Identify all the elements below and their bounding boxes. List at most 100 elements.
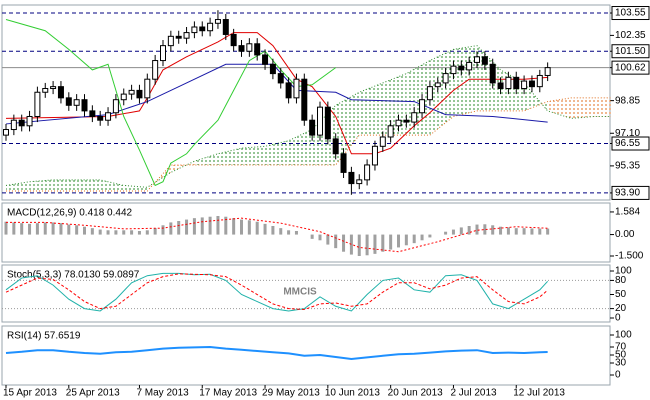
candle-body	[246, 43, 253, 52]
bar	[4, 221, 8, 235]
cloud	[241, 146, 266, 165]
bar	[334, 234, 338, 249]
candle-body	[474, 56, 480, 63]
y-tick-label: 95.35	[615, 161, 640, 172]
bar	[326, 234, 330, 245]
y-tick-label: 100	[615, 330, 632, 341]
candle-body	[10, 119, 17, 131]
y-tick-label: 102.35	[615, 30, 646, 41]
candle-body	[128, 89, 135, 95]
bar	[357, 234, 361, 256]
bar	[546, 228, 550, 235]
candle-body	[528, 80, 535, 88]
cloud	[100, 179, 124, 192]
x-tick-label: 10 Jun 2013	[325, 388, 380, 399]
tick-box	[611, 44, 650, 59]
candle-body	[3, 129, 9, 136]
candle-body	[332, 138, 339, 155]
cloud	[524, 82, 548, 111]
candle-body	[348, 171, 355, 185]
bar	[499, 226, 503, 235]
x-tick-label: 20 Jun 2013	[388, 388, 443, 399]
bar	[59, 223, 63, 235]
candle-body	[277, 73, 284, 84]
candle-body	[191, 26, 198, 34]
bar	[90, 228, 94, 235]
cloud	[453, 45, 477, 117]
tick-box	[611, 60, 650, 75]
candle-body	[497, 82, 504, 90]
panel-title: MACD(12,26,9) 0.418 0.442	[7, 208, 133, 219]
candle-body	[309, 119, 316, 136]
candle-body	[466, 61, 473, 71]
bar	[428, 234, 432, 238]
candle-body	[199, 26, 206, 32]
bar	[538, 228, 542, 235]
candle-body	[536, 74, 543, 88]
bar	[192, 218, 196, 235]
y-tick-label: 93.90	[615, 188, 640, 199]
bar	[522, 228, 526, 235]
bar	[216, 216, 220, 235]
y-tick-label: 101.50	[615, 46, 646, 57]
bar	[83, 226, 86, 235]
bar	[365, 234, 369, 256]
candle-body	[395, 119, 402, 127]
bar	[153, 228, 157, 235]
cloud	[547, 97, 572, 119]
bar	[20, 223, 24, 235]
indicator-line	[5, 345, 548, 361]
bar	[349, 234, 353, 255]
candle-body	[356, 179, 363, 185]
candle-body	[214, 19, 221, 24]
y-tick-label: 0	[615, 313, 621, 324]
panel-title: RSI(14) 57.6519	[7, 331, 81, 342]
candle-body	[136, 89, 143, 99]
x-tick-label: 2 Jul 2013	[450, 388, 497, 399]
bar	[247, 220, 251, 235]
candle-body	[513, 76, 520, 90]
cloud	[359, 82, 383, 136]
bar	[185, 219, 189, 235]
bar	[75, 225, 79, 235]
y-tick-label: 0	[615, 370, 621, 381]
bar	[404, 234, 408, 246]
y-tick-label: -1.500	[615, 251, 644, 262]
candle-body	[57, 86, 64, 99]
y-tick-label: 1.584	[615, 207, 640, 218]
y-tick-label: 100.62	[615, 62, 646, 73]
bar	[12, 222, 16, 235]
span-b	[6, 97, 611, 192]
bar	[177, 221, 181, 235]
bar	[200, 217, 204, 235]
indicator-line	[5, 272, 549, 312]
candle-body	[458, 65, 465, 71]
bar	[381, 234, 385, 252]
candle-body	[167, 35, 174, 47]
bar	[28, 223, 32, 235]
cloud	[29, 179, 54, 192]
bar	[145, 230, 149, 235]
indicator-line	[5, 19, 336, 187]
bar	[67, 224, 71, 235]
bar	[483, 224, 487, 235]
bar	[287, 230, 291, 235]
tick-box	[611, 136, 650, 151]
candle-body	[160, 45, 166, 62]
bar	[412, 234, 416, 244]
bar	[294, 231, 298, 235]
candle-body	[293, 78, 300, 99]
cloud	[6, 181, 30, 192]
candle-body	[89, 110, 96, 117]
bar	[208, 216, 212, 235]
bar	[106, 230, 110, 235]
bar	[137, 231, 141, 235]
candle-body	[238, 45, 245, 52]
x-tick-label: 17 May 2013	[199, 388, 257, 399]
bar	[373, 234, 377, 254]
y-tick-label: 97.10	[615, 128, 640, 139]
cloud	[53, 179, 77, 192]
candle-body	[403, 119, 410, 123]
y-tick-label: 50	[615, 350, 627, 361]
y-tick-label: 30	[615, 358, 627, 369]
